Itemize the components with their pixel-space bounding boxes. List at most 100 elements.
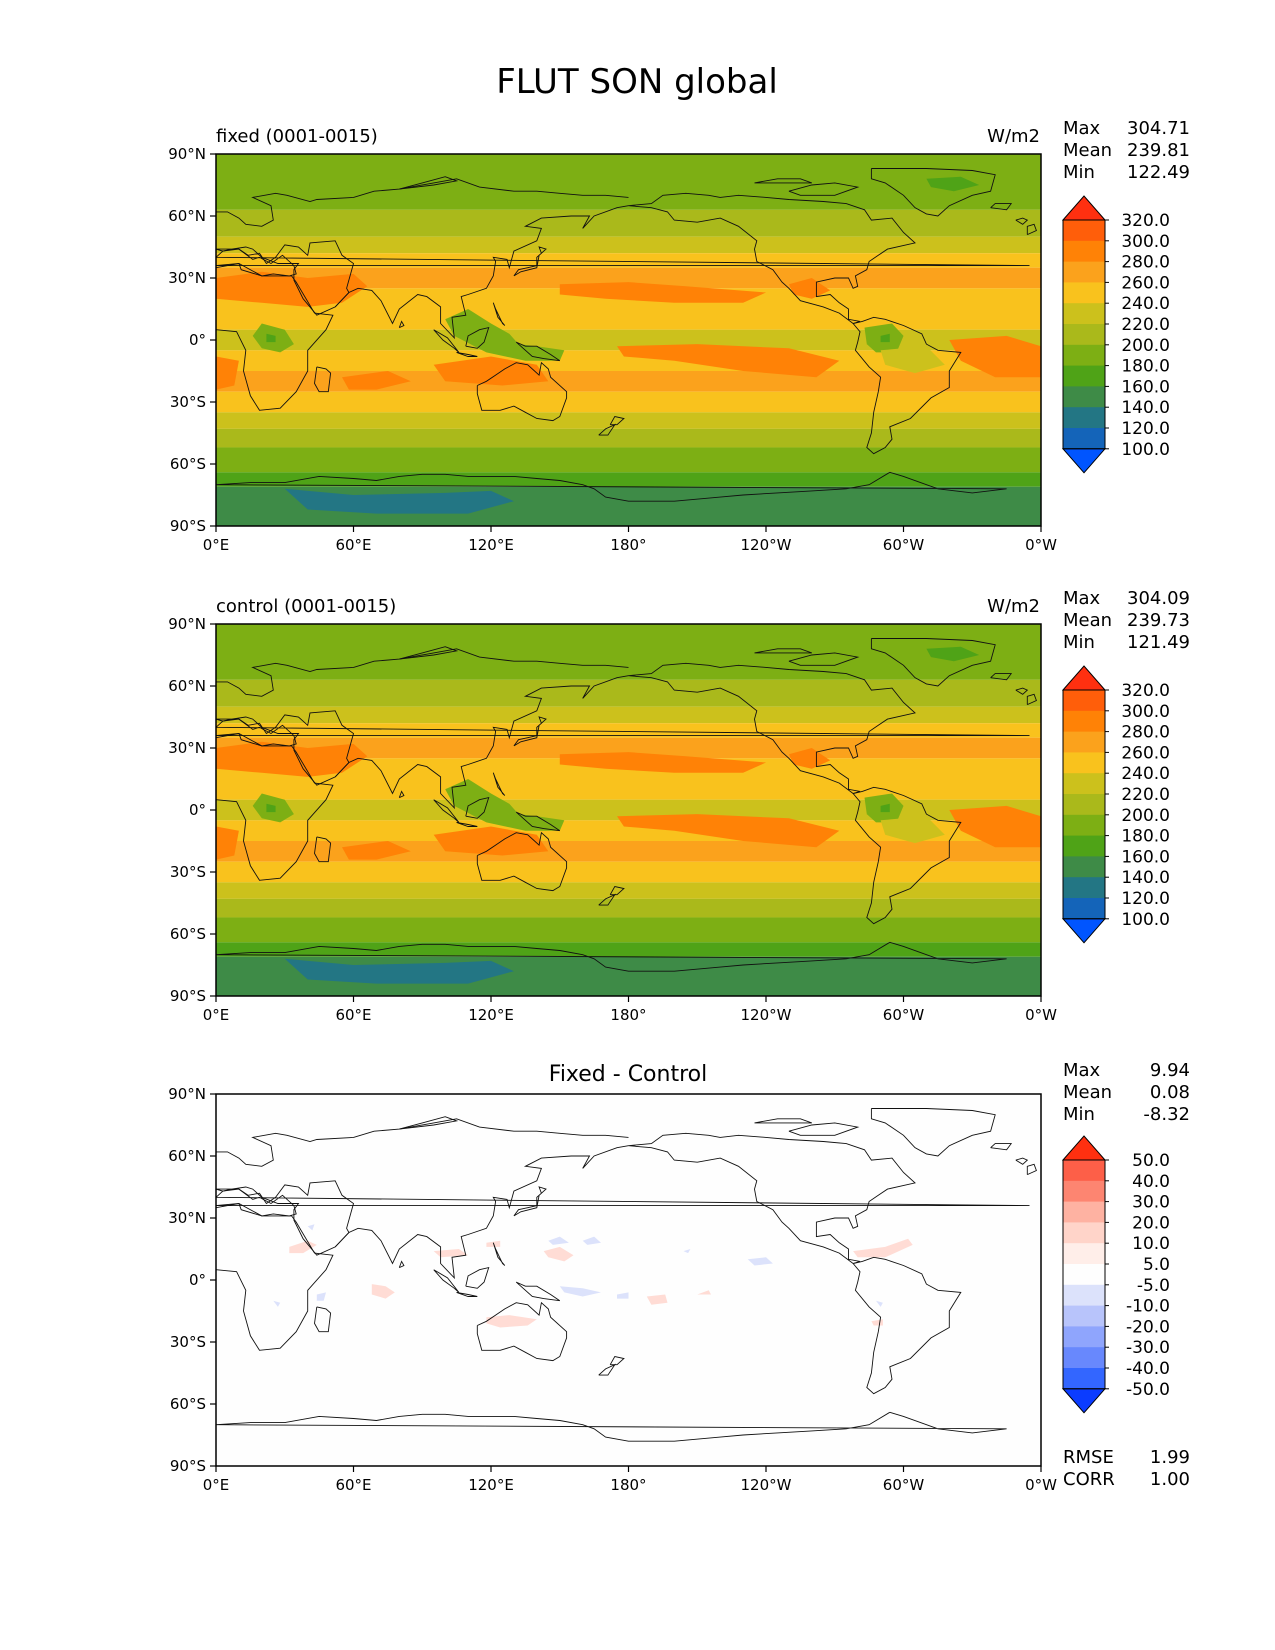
coastline [513,716,547,747]
metric-label-corr: CORR [1063,1469,1115,1490]
lon-tick-label: 60°W [883,536,925,554]
contour-region [646,1294,668,1305]
contour-region [880,346,945,374]
coastline [216,471,1007,502]
colorbar-level-label: 5.0 [1143,1255,1170,1275]
coastline [852,786,962,925]
colorbar-level-label: 180.0 [1121,827,1170,847]
contour-region [788,748,831,769]
coastline [476,1301,568,1362]
colorbar-level-label: 280.0 [1121,253,1170,273]
figure-title: FLUT SON global [496,62,778,102]
colorbar-segment [1063,710,1105,732]
coastline [1026,223,1037,236]
contour-region [853,1238,913,1258]
lat-tick-label: 90°N [168,1085,206,1103]
colorbar-level-label: 200.0 [1121,806,1170,826]
colorbar-level-label: 140.0 [1121,868,1170,888]
colorbar: 50.040.030.020.010.05.0-5.0-10.0-20.0-30… [1061,1135,1170,1414]
colorbar-segment [1063,1243,1105,1265]
lat-tick-label: 30°N [168,1209,206,1227]
contour-band [216,624,1041,655]
lat-tick-label: 0° [189,331,206,349]
contour-region [486,1315,537,1328]
colorbar-level-label: -10.0 [1126,1297,1170,1317]
coastline [788,652,860,666]
lat-tick-label: 60°N [168,677,206,695]
coastline [628,662,916,794]
coastline [314,836,332,863]
colorbar-level-label: 140.0 [1121,398,1170,418]
contour-band [216,917,1041,943]
coastline [216,1188,1030,1217]
coastline [465,796,490,819]
colorbar-level-label: -30.0 [1126,1338,1170,1358]
coastline [465,1266,490,1289]
contour-region [880,333,890,343]
contour-band [216,861,1041,883]
contour-region [683,1249,691,1254]
stat-label-max: Max [1063,118,1101,139]
coastline [399,646,459,660]
stat-value-max: 9.94 [1150,1060,1190,1081]
contour-band [216,679,1041,707]
coastline [598,1363,617,1376]
colorbar-level-label: 200.0 [1121,336,1170,356]
lat-tick-label: 30°S [170,863,206,881]
contour-region [216,826,239,860]
coastline [513,1186,547,1217]
coastline [433,329,460,353]
contour-band [216,412,1041,429]
contour-region [559,1286,601,1297]
coastline [788,1122,860,1136]
contour-region [433,1249,469,1258]
coastline [456,821,478,827]
map-plot [215,153,1042,527]
colorbar-level-label: 40.0 [1132,1172,1170,1192]
coastline [399,176,459,190]
colorbar-level-label: -40.0 [1126,1359,1170,1379]
panel-units: W/m2 [987,126,1040,147]
panel-left-title: fixed (0001-0015) [216,126,378,147]
coastline [1015,687,1029,695]
panel-fixed: fixed (0001-0015) W/m2 Max 304.71 Mean 2… [168,118,1190,554]
colorbar-extend-bottom [1061,1388,1107,1414]
metric-label-rmse: RMSE [1063,1447,1114,1468]
colorbar-segment [1063,240,1105,262]
colorbar-level-label: 30.0 [1132,1193,1170,1213]
coastline [334,1145,629,1280]
coastline [216,1180,355,1256]
colorbar-segment [1063,1347,1105,1369]
coastline [788,182,860,196]
coastline [754,178,812,184]
lon-tick-label: 60°W [883,1006,925,1024]
coastline [433,1269,460,1293]
contour-region [445,309,565,361]
lon-tick-label: 120°E [468,1476,514,1494]
coastline [334,675,629,810]
contour-band [216,428,1041,448]
coastline [990,1143,1013,1151]
colorbar-segment [1063,856,1105,878]
contour-region [445,779,565,831]
colorbar-segment [1063,1284,1105,1306]
colorbar-segment [1063,794,1105,816]
coastline [598,893,617,906]
coastline [754,1118,812,1124]
colorbar-segment [1063,731,1105,753]
coastline [852,316,962,455]
colorbar-segment [1063,898,1105,920]
colorbar-level-label: 20.0 [1132,1213,1170,1233]
contour-region [371,1284,395,1299]
coastline [399,1116,459,1130]
contour-region [289,1240,317,1254]
contour-band [216,309,1041,330]
coastline [513,246,547,277]
colorbar-segment [1063,1180,1105,1202]
contour-region [949,335,1041,378]
stat-label-mean: Mean [1063,610,1112,631]
coastline [1015,1157,1029,1165]
colorbar-segment [1063,407,1105,429]
colorbar-segment [1063,752,1105,774]
lat-tick-label: 90°S [170,987,206,1005]
